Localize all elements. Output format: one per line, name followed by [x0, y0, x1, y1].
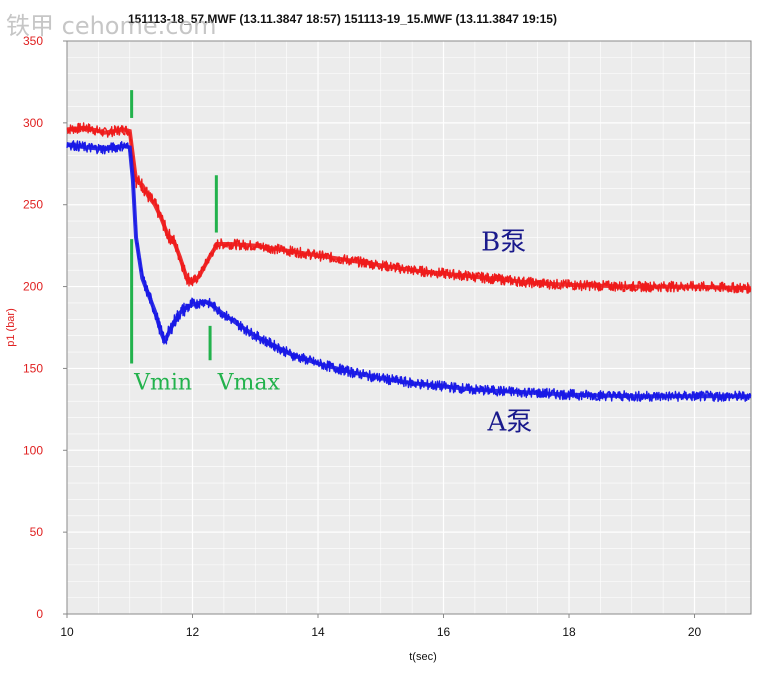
x-tick-label: 12: [186, 625, 200, 639]
watermark: 铁甲 cehome.com: [6, 12, 217, 40]
x-tick-label: 16: [437, 625, 451, 639]
y-tick-label: 50: [30, 525, 44, 539]
y-tick-label: 150: [23, 361, 43, 375]
y-tick-label: 300: [23, 116, 43, 130]
plot-frame: [66, 40, 752, 615]
y-tick-label: 350: [23, 34, 43, 48]
annotation-marker-label: Vmin: [133, 371, 192, 396]
x-tick-label: 18: [562, 625, 576, 639]
annotation-marker-label: Vmax: [217, 371, 281, 396]
y-tick-label: 250: [23, 198, 43, 212]
y-axis-label: p1 (bar): [5, 308, 17, 347]
plot-background: [67, 41, 751, 614]
x-axis-label: t(sec): [409, 651, 437, 663]
y-tick-label: 100: [23, 443, 43, 457]
x-tick-label: 14: [311, 625, 325, 639]
chart-title: 151113-18_57.MWF (13.11.3847 18:57) 1511…: [128, 12, 557, 26]
x-tick-label: 20: [688, 625, 702, 639]
y-tick-label: 0: [36, 607, 43, 621]
y-tick-label: 200: [23, 280, 43, 294]
series-core-b: [66, 125, 752, 291]
x-tick-label: 10: [60, 625, 74, 639]
annotation-series-label: A泵: [486, 408, 532, 438]
annotation-series-label: B泵: [481, 228, 526, 258]
series-core-a: [66, 142, 751, 399]
